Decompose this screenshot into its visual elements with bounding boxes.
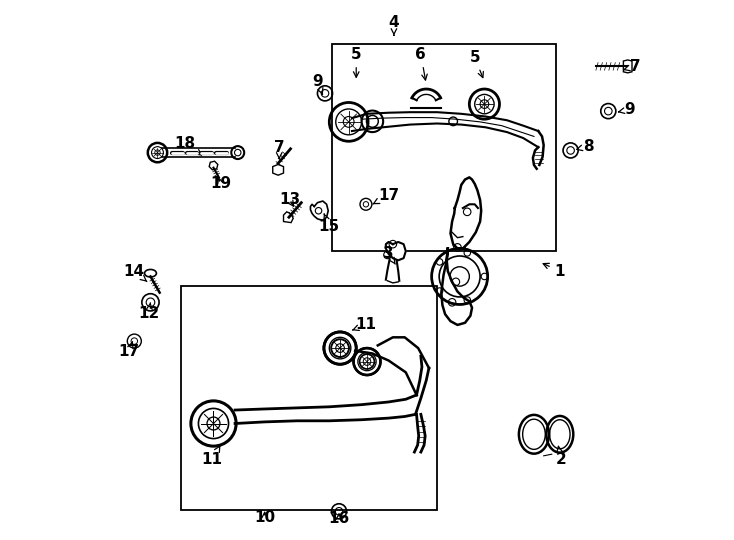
Text: 7: 7 [274, 140, 285, 158]
Text: 2: 2 [556, 446, 566, 467]
Text: 3: 3 [383, 246, 395, 264]
Text: 6: 6 [415, 47, 427, 80]
Polygon shape [441, 248, 472, 325]
Text: 13: 13 [279, 192, 300, 207]
Text: 9: 9 [619, 102, 635, 117]
Text: 17: 17 [118, 341, 139, 359]
Bar [332, 44, 556, 251]
Polygon shape [386, 242, 406, 260]
Text: 12: 12 [138, 303, 159, 321]
Text: 5: 5 [351, 47, 362, 77]
Text: 4: 4 [388, 15, 399, 35]
Polygon shape [310, 201, 328, 220]
Text: 9: 9 [312, 74, 323, 94]
Text: 18: 18 [175, 136, 202, 155]
Text: 17: 17 [373, 188, 399, 204]
Text: 19: 19 [210, 177, 231, 191]
Text: 16: 16 [328, 511, 349, 526]
Text: 11: 11 [201, 446, 222, 467]
Text: 11: 11 [352, 318, 377, 333]
Text: 8: 8 [577, 139, 595, 153]
Text: 5: 5 [470, 50, 484, 78]
Polygon shape [451, 177, 482, 248]
Text: 7: 7 [624, 59, 641, 74]
Text: 1: 1 [543, 264, 565, 279]
Text: 14: 14 [124, 264, 147, 281]
Text: 10: 10 [254, 510, 275, 525]
Text: 15: 15 [319, 214, 340, 234]
Bar [181, 286, 437, 510]
